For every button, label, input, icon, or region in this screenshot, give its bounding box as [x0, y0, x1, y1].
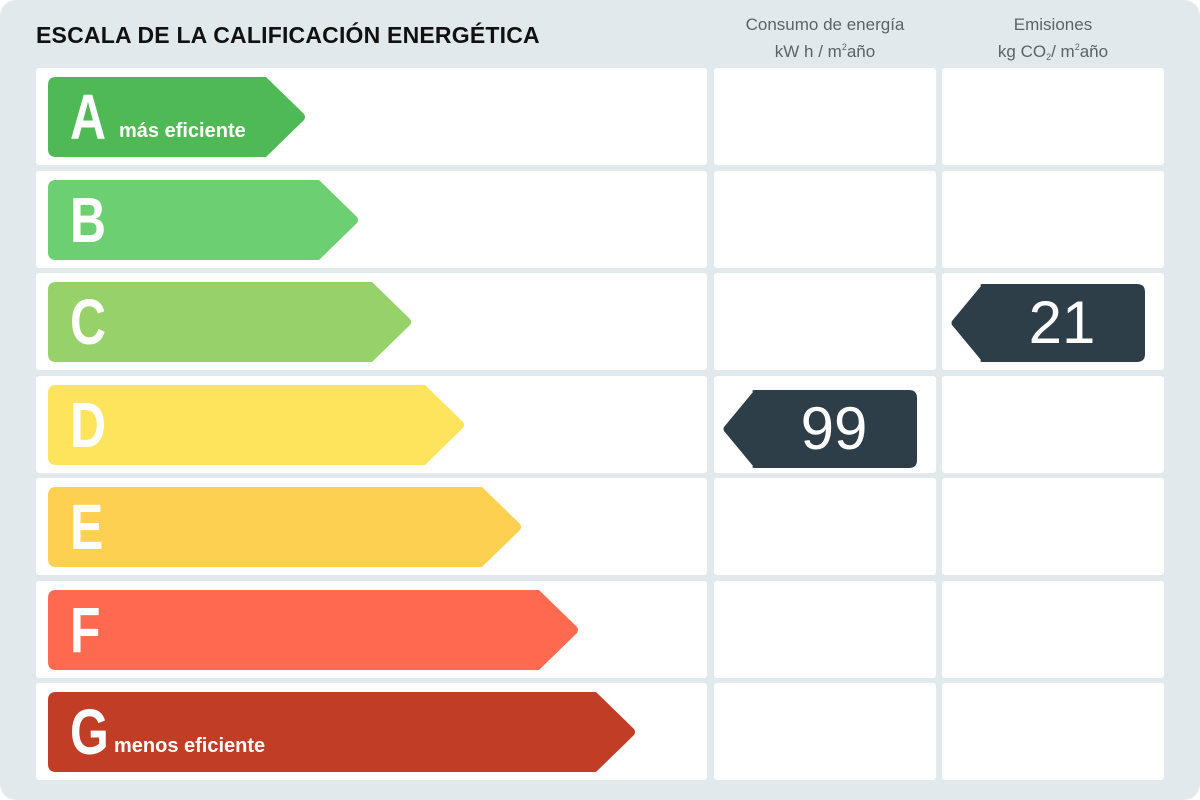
class-arrow-shape-f [48, 589, 578, 670]
emissions-header-line1: Emisiones [1013, 15, 1093, 34]
scale-cell-e: E [36, 478, 707, 575]
class-arrow-f: F [48, 589, 579, 670]
class-arrow-shape-d [48, 384, 464, 465]
class-letter-b: B [70, 183, 107, 256]
energy-cell-g [714, 683, 936, 780]
class-letter-c: C [70, 286, 107, 358]
emissions-header-unit: kg CO2/ m2año [997, 42, 1109, 62]
class-letter-f: F [70, 593, 101, 666]
class-arrow-shape-a [48, 77, 305, 157]
energy-header-line1: Consumo de energía [745, 15, 905, 34]
class-arrow-b: B [48, 179, 359, 260]
energy-header-unit: kW h / m2año [774, 42, 876, 61]
energy-rating-value: 99 [800, 394, 868, 462]
class-arrow-path-c [48, 282, 411, 362]
energy-marker-shape [723, 389, 917, 468]
class-arrow-c: C [48, 282, 412, 362]
energy-marker-path [723, 389, 917, 468]
emissions-cell-d [942, 375, 1164, 473]
class-letter-a: A [70, 81, 107, 153]
energy-cell-b [714, 170, 936, 268]
energy-column-header: Consumo de energía kW h / m2año [714, 14, 936, 63]
class-arrow-e: E [48, 487, 522, 567]
emissions-cell-f [942, 580, 1164, 678]
class-arrow-shape-c [48, 282, 411, 362]
emissions-cell-a [942, 68, 1164, 165]
scale-cell-d: D [36, 375, 707, 473]
label-title: ESCALA DE LA CALIFICACIÓN ENERGÉTICA [36, 22, 540, 48]
class-arrow-shape-b [48, 179, 358, 260]
scale-cell-f: F [36, 580, 707, 678]
energy-cell-a [714, 68, 936, 165]
class-letter-e: E [70, 491, 104, 563]
energy-cell-e [714, 478, 936, 575]
emissions-cell-c: 21 [942, 273, 1164, 370]
emissions-marker-shape [951, 284, 1145, 362]
rating-row-f: F [36, 580, 1164, 678]
energy-rating-marker: 99 [723, 389, 917, 468]
rating-row-e: E [36, 478, 1164, 575]
rating-row-c: C 21 [36, 273, 1164, 370]
class-arrow-path-f [48, 589, 578, 670]
class-letter-g: G [70, 696, 109, 768]
energy-cell-d: 99 [714, 375, 936, 473]
emissions-cell-g [942, 683, 1164, 780]
scale-cell-c: C [36, 273, 707, 370]
class-arrow-path-a [48, 77, 305, 157]
emissions-marker-path [951, 284, 1145, 362]
class-arrow-path-e [48, 487, 521, 567]
rating-row-b: B [36, 170, 1164, 268]
class-sublabel-a: más eficiente [119, 120, 246, 142]
emissions-rating-marker: 21 [951, 284, 1145, 362]
class-arrow-shape-g [48, 692, 635, 772]
class-arrow-shape-e [48, 487, 521, 567]
emissions-cell-b [942, 170, 1164, 268]
emissions-cell-e [942, 478, 1164, 575]
emissions-rating-value: 21 [1028, 289, 1096, 356]
energy-cell-f [714, 580, 936, 678]
scale-cell-b: B [36, 170, 707, 268]
class-arrow-path-d [48, 384, 464, 465]
class-sublabel-g: menos eficiente [114, 735, 266, 757]
rating-row-d: D 99 [36, 375, 1164, 473]
class-arrow-d: D [48, 384, 465, 465]
class-arrow-path-b [48, 179, 358, 260]
class-letter-d: D [70, 388, 107, 461]
emissions-column-header: Emisiones kg CO2/ m2año [942, 14, 1164, 68]
energy-cell-c [714, 273, 936, 370]
class-arrow-path-g [48, 692, 635, 772]
